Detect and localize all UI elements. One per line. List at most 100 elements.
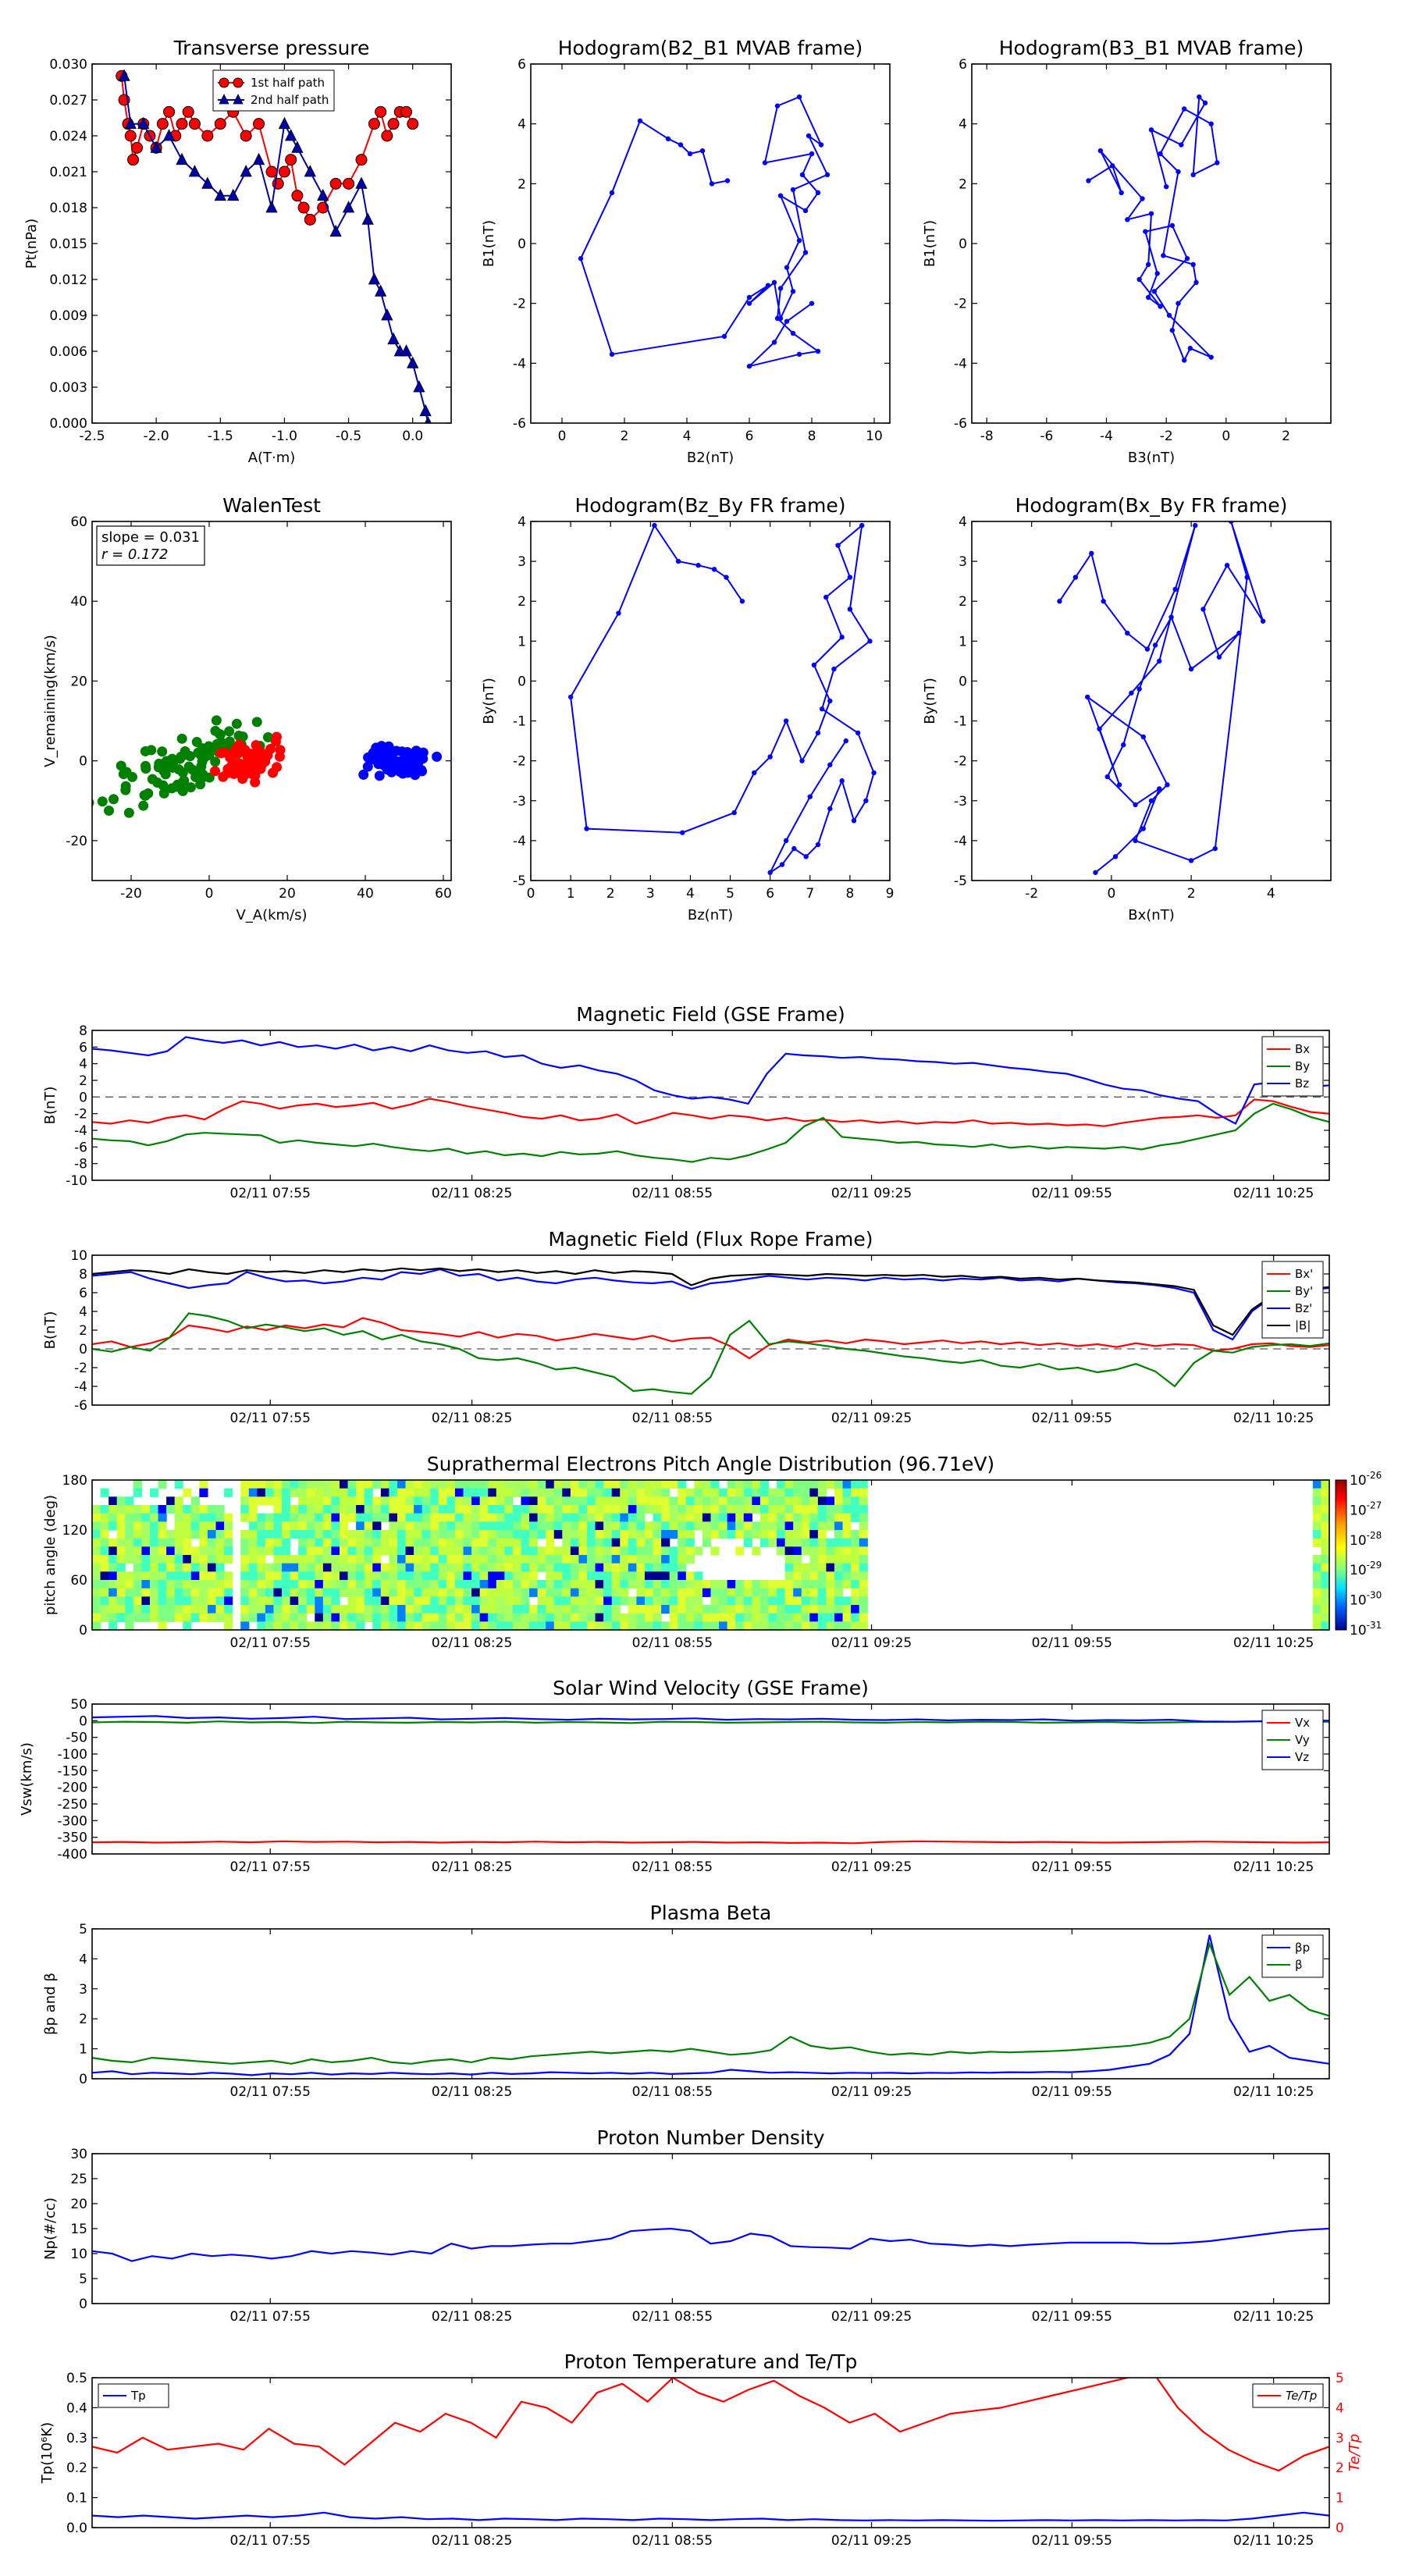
heatmap-cell (422, 1571, 431, 1581)
heatmap-cell (817, 1555, 827, 1564)
heatmap-cell (116, 1605, 126, 1614)
heatmap-cell (224, 1621, 233, 1630)
data-point (1165, 782, 1170, 788)
heatmap-cell (719, 1580, 728, 1589)
heatmap-cell (743, 1513, 752, 1522)
x-tick-label: -20 (120, 886, 142, 902)
heatmap-cell (356, 1613, 365, 1622)
heatmap-cell (422, 1513, 431, 1522)
heatmap-cell (661, 1513, 670, 1522)
heatmap-cell (587, 1546, 596, 1556)
x-tick-label: 10 (866, 429, 883, 444)
heatmap-cell (578, 1530, 588, 1539)
heatmap-cell (215, 1530, 225, 1539)
heatmap-cell (389, 1521, 398, 1531)
data-point (847, 575, 853, 580)
heatmap-cell (207, 1571, 217, 1581)
heatmap-cell (438, 1513, 447, 1522)
heatmap-cell (752, 1496, 761, 1506)
heatmap-cell (282, 1596, 291, 1606)
heatmap-cell (100, 1505, 109, 1514)
y-tick-label: 2 (959, 594, 967, 610)
heatmap-cell (372, 1505, 382, 1514)
data-point (783, 838, 789, 844)
data-point (609, 190, 615, 196)
heatmap-cell (265, 1588, 275, 1597)
data-point (368, 118, 380, 130)
heatmap-cell (273, 1496, 283, 1506)
heatmap-cell (669, 1621, 678, 1630)
heatmap-cell (174, 1530, 183, 1539)
heatmap-cell (1321, 1563, 1329, 1572)
heatmap-cell (149, 1513, 159, 1522)
heatmap-cell (537, 1621, 546, 1630)
heatmap-cell (438, 1571, 447, 1581)
data-point (138, 800, 149, 811)
x-tick-label: 02/11 09:55 (1032, 1411, 1112, 1426)
heatmap-cell (463, 1571, 472, 1581)
heatmap-cell (504, 1480, 514, 1489)
plot-area (92, 2378, 1329, 2522)
heatmap-cell (851, 1546, 860, 1556)
data-point (815, 730, 821, 736)
heatmap-cell (768, 1521, 777, 1531)
heatmap-cell (653, 1580, 662, 1589)
heatmap-cell (710, 1521, 720, 1531)
heatmap-cell (562, 1571, 571, 1581)
data-point (774, 103, 781, 109)
x-axis-label: Bz(nT) (688, 907, 733, 923)
data-point (251, 759, 262, 770)
heatmap-cell (240, 1513, 250, 1522)
series-line- (92, 1941, 1329, 2065)
data-point (274, 751, 285, 762)
heatmap-cell (463, 1496, 472, 1506)
heatmap-cell (578, 1571, 588, 1581)
heatmap-cell (719, 1613, 728, 1622)
heatmap-cell (174, 1563, 183, 1572)
y-tick-label: 10 (70, 2247, 87, 2262)
heatmap-cell (661, 1546, 670, 1556)
y-tick-label: 4 (959, 117, 967, 133)
data-point (1136, 686, 1142, 692)
heatmap-cell (397, 1505, 407, 1514)
heatmap-cell (620, 1596, 629, 1606)
y-axis-label: Pt(nPa) (23, 219, 40, 269)
heatmap-cell (669, 1605, 678, 1614)
x-tick-label: 02/11 07:55 (230, 1186, 311, 1201)
heatmap-cell (603, 1488, 613, 1497)
heatmap-cell (306, 1621, 315, 1630)
data-point (1193, 522, 1198, 528)
heatmap-cell (100, 1580, 109, 1589)
plot-area (92, 1480, 1329, 1630)
heatmap-cell (224, 1538, 233, 1547)
heatmap-cell (248, 1596, 258, 1606)
heatmap-cell (149, 1521, 159, 1531)
heatmap-cell (290, 1480, 299, 1489)
heatmap-cell (479, 1505, 489, 1514)
heatmap-cell (553, 1588, 563, 1597)
heatmap-cell (817, 1621, 827, 1630)
heatmap-cell (265, 1605, 275, 1614)
data-point (1188, 666, 1194, 672)
heatmap-cell (133, 1513, 142, 1522)
heatmap-cell (446, 1546, 456, 1556)
data-point (1193, 279, 1199, 286)
data-point (147, 774, 158, 785)
x-tick-label: 02/11 09:55 (1032, 2533, 1112, 2549)
heatmap-cell (496, 1505, 505, 1514)
series-line (1058, 521, 1264, 873)
heatmap-cell (669, 1546, 678, 1556)
heatmap-cell (644, 1613, 654, 1622)
heatmap-cell (471, 1513, 481, 1522)
y-tick-label: -200 (57, 1781, 87, 1796)
heatmap-cell (644, 1538, 654, 1547)
y-tick-label: -4 (513, 356, 526, 372)
heatmap-cell (290, 1505, 299, 1514)
heatmap-cell (587, 1613, 596, 1622)
heatmap-cell (685, 1621, 695, 1630)
heatmap-cell (578, 1505, 588, 1514)
heatmap-cell (356, 1580, 365, 1589)
heatmap-cell (166, 1546, 176, 1556)
heatmap-cell (389, 1563, 398, 1572)
